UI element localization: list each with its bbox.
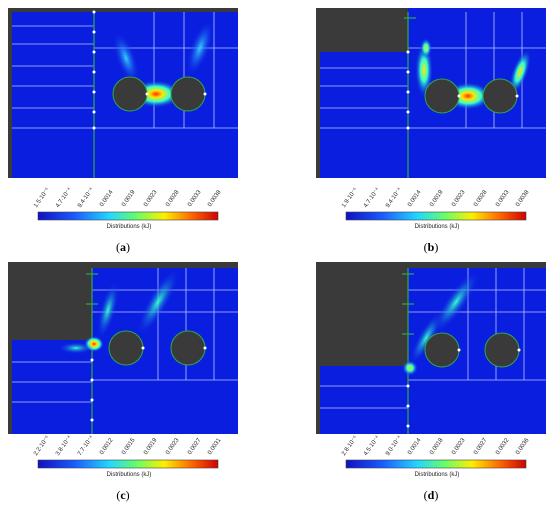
colorbar-d: 2.8·10⁻⁵ 4.5·10⁻⁴ 9.0·10⁻⁴ 0.0014 0.0018…: [341, 434, 532, 482]
colorbar-unit-c: Distributions (kJ): [106, 472, 152, 478]
colorbar-unit-b: Distributions (kJ): [414, 224, 460, 230]
simulation-field-a: [8, 8, 238, 178]
panel-a: 1.5·10⁻⁵ 4.7·10⁻⁴ 9.4·10⁻⁴ 0.0014 0.0019…: [8, 8, 238, 258]
simulation-field-b: [316, 8, 546, 178]
simulation-field-d: [316, 262, 546, 434]
caption-a: (a): [116, 240, 130, 254]
caption-b: (b): [423, 240, 439, 254]
colorbar-gradient-c: [37, 459, 219, 469]
caption-d: (d): [423, 488, 439, 502]
caption-c: (c): [116, 488, 130, 502]
colorbar-unit-a: Distributions (kJ): [106, 224, 152, 230]
simulation-field-c: [8, 262, 238, 434]
colorbar-c: 2.2·10⁻⁵ 3.8·10⁻⁴ 7.7·10⁻⁴ 0.0012 0.0015…: [33, 434, 224, 482]
colorbar-gradient-d: [345, 459, 527, 469]
colorbar-gradient-a: [37, 211, 219, 221]
colorbar-gradient-b: [345, 211, 527, 221]
panel-d: 2.8·10⁻⁵ 4.5·10⁻⁴ 9.0·10⁻⁴ 0.0014 0.0018…: [316, 262, 546, 512]
colorbar-unit-d: Distributions (kJ): [414, 472, 460, 478]
colorbar-b: 1.9·10⁻⁵ 4.7·10⁻⁴ 9.4·10⁻⁴ 0.0014 0.0019…: [341, 186, 532, 234]
colorbar-a: 1.5·10⁻⁵ 4.7·10⁻⁴ 9.4·10⁻⁴ 0.0014 0.0019…: [33, 186, 224, 234]
panel-b: 1.9·10⁻⁵ 4.7·10⁻⁴ 9.4·10⁻⁴ 0.0014 0.0019…: [316, 8, 546, 258]
panel-c: 2.2·10⁻⁵ 3.8·10⁻⁴ 7.7·10⁻⁴ 0.0012 0.0015…: [8, 262, 238, 512]
